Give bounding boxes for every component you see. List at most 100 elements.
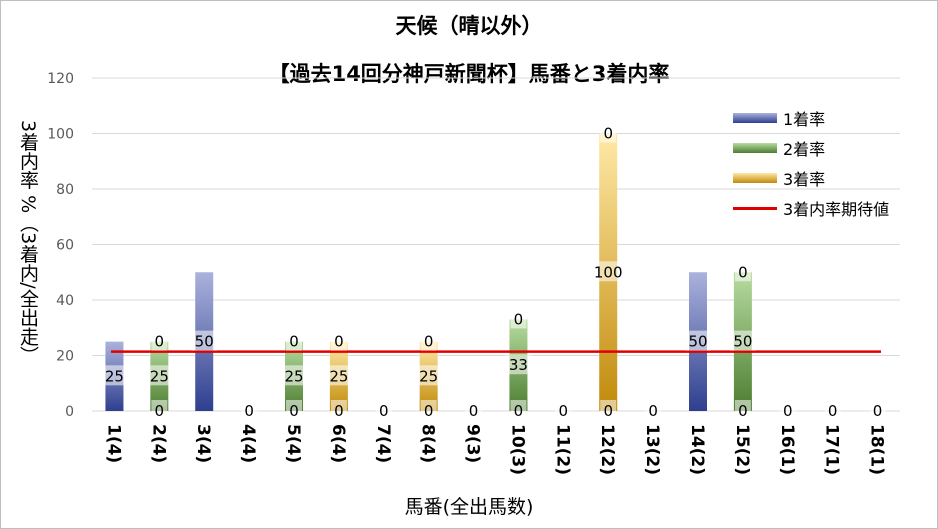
x-tick-label: 18(1) (867, 424, 887, 475)
data-label-series3-bg (415, 365, 442, 386)
legend-swatch-1 (733, 113, 777, 123)
data-label-series3: 0 (514, 310, 524, 328)
data-label-series3: 0 (155, 333, 165, 351)
data-label-series1-bg (286, 400, 302, 420)
data-label-series3-bg (590, 261, 627, 282)
data-label-series3-bg (286, 330, 302, 351)
legend-label-3: 3着率 (783, 170, 826, 189)
data-label-top: 0 (424, 333, 434, 351)
legend-swatch-2 (733, 143, 777, 153)
data-label-series1-bg (465, 400, 482, 420)
y-tick-label: 60 (56, 238, 74, 254)
data-label-series3-bg (734, 261, 751, 282)
x-tick-label: 15(2) (732, 424, 752, 475)
data-label-series2-bg (146, 365, 173, 386)
data-label-series1-bg (779, 400, 796, 420)
data-label-series2-bg (281, 365, 307, 386)
y-tick-label: 20 (56, 349, 74, 365)
data-label-series2-bg (505, 354, 532, 375)
data-label-series1: 0 (873, 402, 883, 420)
data-label-series1: 0 (334, 402, 344, 420)
legend-item-3: 3着率 (733, 163, 889, 193)
data-label-series1: 0 (559, 402, 569, 420)
x-tick-label: 10(3) (507, 424, 527, 475)
data-label-top: 0 (603, 125, 613, 143)
legend-swatch-ref (733, 206, 777, 210)
legend-item-1: 1着率 (733, 103, 889, 133)
data-label-series1-bg (824, 400, 841, 420)
data-label-series3: 100 (594, 263, 623, 281)
data-label-series2-bg (729, 330, 756, 351)
data-label-series1-bg (555, 400, 572, 420)
legend-label-2: 2着率 (783, 140, 826, 159)
data-label-series1-bg (191, 330, 218, 351)
data-label-series1-bg (645, 400, 662, 420)
data-label-series1: 0 (603, 402, 613, 420)
y-tick-label: 40 (56, 293, 74, 309)
data-label-series1: 0 (424, 402, 434, 420)
data-label-series1-bg (510, 400, 527, 420)
y-tick-label: 80 (56, 182, 74, 198)
data-label-series2: 33 (509, 356, 528, 374)
x-axis-label: 馬番(全出馬数) (404, 496, 534, 518)
data-label-series1: 0 (648, 402, 658, 420)
data-label-series1-bg (101, 365, 128, 386)
data-label-series1-bg (420, 400, 437, 420)
data-label-series2: 25 (284, 367, 303, 385)
data-label-series1: 0 (244, 402, 254, 420)
x-tick-label: 1(4) (103, 424, 123, 463)
x-tick-label: 9(3) (463, 424, 483, 463)
data-label-series1: 0 (783, 402, 793, 420)
chart-subtitle: 【過去14回分神戸新聞杯】馬番と3着内率 (268, 62, 670, 86)
data-label-series1-bg (869, 400, 886, 420)
x-tick-label: 3(4) (193, 424, 213, 463)
x-tick-label: 11(2) (552, 424, 572, 475)
x-tick-label: 5(4) (283, 424, 303, 463)
data-label-series1: 50 (688, 333, 707, 351)
data-label-series1-bg (241, 400, 258, 420)
x-tick-label: 17(1) (822, 424, 842, 475)
legend-item-2: 2着率 (733, 133, 889, 163)
x-tick-label: 4(4) (238, 424, 258, 463)
data-label-series1: 0 (738, 402, 748, 420)
legend-label-1: 1着率 (783, 110, 826, 129)
chart-title: 天候（晴以外） (395, 14, 543, 38)
data-label-series2: 50 (733, 333, 752, 351)
data-label-series1: 0 (828, 402, 838, 420)
data-label-series3: 0 (289, 333, 299, 351)
data-label-series1-bg (375, 400, 392, 420)
data-label-series1-bg (685, 330, 711, 351)
data-label-series3: 0 (738, 263, 748, 281)
legend-swatch-3 (733, 173, 777, 183)
legend-label-ref: 3着内率期待値 (783, 200, 890, 219)
y-tick-label: 0 (65, 404, 74, 420)
data-label-series1: 0 (155, 402, 165, 420)
x-tick-label: 12(2) (597, 424, 617, 475)
data-label-series1-bg (330, 400, 347, 420)
x-tick-label: 14(2) (687, 424, 707, 475)
x-tick-label: 13(2) (642, 424, 662, 475)
data-label-top: 0 (334, 333, 344, 351)
data-label-series1: 0 (514, 402, 524, 420)
data-label-series1: 25 (105, 367, 124, 385)
x-tick-label: 7(4) (373, 424, 393, 463)
legend: 1着率 2着率 3着率 3着内率期待値 (733, 103, 889, 223)
data-label-series1: 50 (195, 333, 214, 351)
legend-item-ref: 3着内率期待値 (733, 193, 889, 223)
data-label-series3: 25 (419, 367, 438, 385)
data-label-series3-bg (151, 330, 168, 351)
data-label-series3-bg (325, 365, 352, 386)
data-label-top-bg (600, 122, 617, 143)
data-label-series3: 25 (329, 367, 348, 385)
y-tick-label: 120 (47, 71, 74, 87)
x-tick-label: 16(1) (777, 424, 797, 475)
data-label-series3-bg (510, 308, 527, 329)
x-tick-label: 2(4) (148, 424, 168, 463)
x-tick-label: 8(4) (418, 424, 438, 463)
data-label-series1: 0 (469, 402, 479, 420)
data-label-series2: 25 (150, 367, 169, 385)
x-tick-label: 6(4) (328, 424, 348, 463)
data-label-series1-bg (600, 400, 617, 420)
